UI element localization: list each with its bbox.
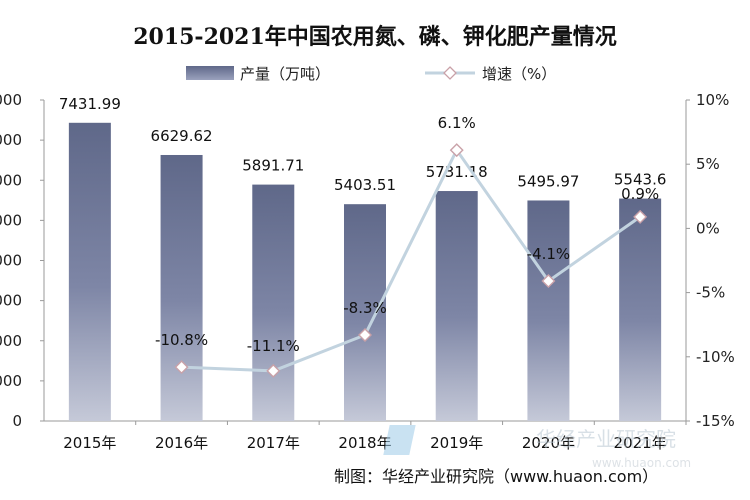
left-tick-label: 000 <box>0 91 22 109</box>
line-value-label: 6.1% <box>438 114 476 132</box>
x-tick-label: 2015年 <box>63 434 116 452</box>
legend-bar-swatch <box>186 66 234 80</box>
bar <box>252 184 295 421</box>
line-marker <box>266 363 281 378</box>
line-marker <box>449 143 464 158</box>
left-axis-ticks: 0000000000000000000000000 <box>0 91 44 430</box>
line-marker <box>174 360 189 375</box>
legend-line-marker <box>443 66 457 80</box>
chart-title: 2015-2021年中国农用氮、磷、钾化肥产量情况 <box>133 24 617 50</box>
bar-value-label: 6629.62 <box>151 127 213 145</box>
bar-value-label: 5495.97 <box>517 172 579 190</box>
growth-line-path <box>181 148 642 373</box>
x-tick-label: 2018年 <box>338 434 391 452</box>
bar <box>68 122 111 421</box>
right-tick-label: -10% <box>696 348 735 366</box>
x-tick-label: 2019年 <box>430 434 483 452</box>
x-tick-label: 2020年 <box>522 434 575 452</box>
line-value-label: -8.3% <box>343 299 387 317</box>
x-tick-label: 2021年 <box>614 434 667 452</box>
right-tick-label: -5% <box>696 284 725 302</box>
left-tick-label: 000 <box>0 211 22 229</box>
right-tick-label: 5% <box>696 155 720 173</box>
right-tick-label: 0% <box>696 219 720 237</box>
bar-data-labels: 7431.99 6629.62 5891.71 5403.51 5731.18 5495.… <box>59 95 667 194</box>
bar <box>160 154 203 421</box>
legend: 产量（万吨） 增速（%） <box>186 65 556 83</box>
bar <box>344 204 386 421</box>
bar <box>527 200 570 421</box>
bar-series <box>68 122 662 421</box>
right-tick-label: 10% <box>696 91 729 109</box>
watermark-name: 华经产业研究院 <box>536 427 676 451</box>
legend-line-label: 增速（%） <box>482 65 556 83</box>
bar-value-label: 7431.99 <box>59 95 121 113</box>
bar-value-label: 5891.71 <box>242 157 304 175</box>
source-note: 制图：华经产业研究院（www.huaon.com） <box>334 467 658 486</box>
x-axis-labels: 2015年 2016年 2017年 2018年 2019年 2020年 2021年 <box>63 421 687 452</box>
x-tick-label: 2017年 <box>247 434 300 452</box>
line-value-label: -10.8% <box>155 331 208 349</box>
left-tick-label: 0 <box>12 412 22 430</box>
bar <box>435 191 478 421</box>
line-marker <box>633 209 648 224</box>
bar-value-label: 5731.18 <box>426 163 488 181</box>
left-tick-label: 000 <box>0 332 22 350</box>
line-marker <box>358 327 372 342</box>
line-value-label: 0.9% <box>621 185 659 203</box>
right-tick-label: -15% <box>696 412 735 430</box>
bar-value-label: 5403.51 <box>334 176 396 194</box>
watermark-logo-icon <box>383 425 416 455</box>
watermark-url: www.huaon.com <box>592 456 691 470</box>
left-tick-label: 000 <box>0 252 22 270</box>
left-tick-label: 000 <box>0 372 22 390</box>
left-tick-label: 000 <box>0 292 22 310</box>
line-data-labels: -10.8% -11.1% -8.3% 6.1% -4.1% 0.9% <box>155 114 659 355</box>
bar <box>619 198 662 421</box>
left-tick-label: 000 <box>0 171 22 189</box>
line-value-label: -4.1% <box>527 245 571 263</box>
left-tick-label: 000 <box>0 131 22 149</box>
watermark: 华经产业研究院 www.huaon.com <box>383 425 691 470</box>
line-value-label: -11.1% <box>247 337 300 355</box>
right-axis-ticks: 10% 5% 0% -5% -10% -15% <box>686 91 735 430</box>
x-tick-label: 2016年 <box>155 434 208 452</box>
legend-bar-label: 产量（万吨） <box>240 65 330 83</box>
bar-value-label: 5543.6 <box>614 171 667 189</box>
line-series <box>174 143 648 378</box>
line-marker <box>541 274 556 289</box>
